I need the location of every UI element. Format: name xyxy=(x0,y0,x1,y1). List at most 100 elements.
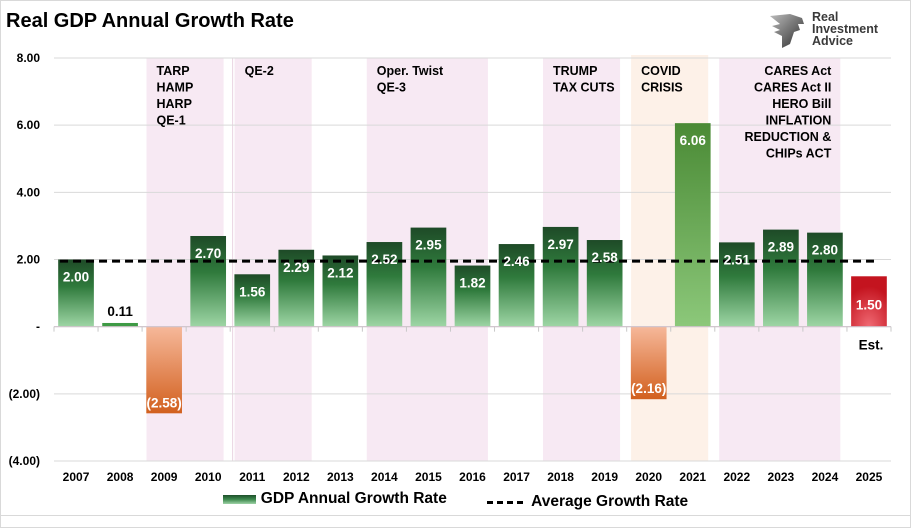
band-label: TAX CUTS xyxy=(553,81,615,95)
x-tick-label: 2012 xyxy=(283,470,310,484)
legend-item-gdp: GDP Annual Growth Rate xyxy=(222,490,447,508)
band-label: QE-1 xyxy=(157,114,186,128)
x-tick-label: 2016 xyxy=(459,470,486,484)
bar-2017 xyxy=(498,244,535,327)
bar-2019 xyxy=(586,240,623,327)
data-label: 2.51 xyxy=(724,252,751,267)
data-label: (2.58) xyxy=(146,395,181,410)
bar-2008 xyxy=(102,322,138,327)
bar-2016 xyxy=(454,265,491,327)
bar-2015 xyxy=(410,227,447,327)
band-label: CARES Act II xyxy=(754,81,831,95)
x-tick-label: 2021 xyxy=(679,470,706,484)
data-label: 2.52 xyxy=(371,252,397,267)
band-label: HARP xyxy=(157,97,192,111)
band-label: HERO Bill xyxy=(772,97,831,111)
band-label: CHIPs ACT xyxy=(766,147,832,161)
data-label: 2.12 xyxy=(327,265,353,280)
x-tick-label: 2013 xyxy=(327,470,354,484)
bar-2014 xyxy=(366,242,403,327)
x-tick-label: 2018 xyxy=(547,470,574,484)
x-tick-label: 2008 xyxy=(107,470,134,484)
data-label: 2.29 xyxy=(283,260,309,275)
bottom-divider xyxy=(0,515,911,516)
x-tick-label: 2025 xyxy=(856,470,883,484)
estimate-annotation: Est. xyxy=(859,338,884,353)
data-label: 2.97 xyxy=(547,237,573,252)
legend-swatch-bar xyxy=(222,494,256,504)
logo-line-2: Investment xyxy=(812,22,878,36)
y-tick-label: 6.00 xyxy=(17,118,41,132)
x-tick-label: 2011 xyxy=(239,470,265,484)
bar-2013 xyxy=(322,255,359,327)
bar-2024 xyxy=(807,232,843,327)
data-label: 2.70 xyxy=(195,246,221,261)
logo-line-3: Advice xyxy=(812,34,853,48)
x-tick-label: 2020 xyxy=(635,470,662,484)
bar-2023 xyxy=(763,229,799,327)
band-label: INFLATION xyxy=(766,114,832,128)
logo-line-1: Real xyxy=(812,10,839,24)
data-label: 6.06 xyxy=(680,133,707,148)
data-labels: 2.00 0.11 (2.58) 2.70 1.56 2.29 2.12 2.52 2.95 1.… xyxy=(63,133,883,410)
x-tick-label: 2014 xyxy=(371,470,398,484)
bar-2018 xyxy=(542,226,579,327)
data-label: 2.00 xyxy=(63,270,89,285)
legend: GDP Annual Growth Rate Average Growth Ra… xyxy=(0,490,911,511)
data-label: 1.50 xyxy=(856,297,882,312)
bar-2009 xyxy=(146,326,182,414)
x-tick-label: 2017 xyxy=(503,470,530,484)
x-tick-label: 2007 xyxy=(63,470,90,484)
data-label: 2.95 xyxy=(415,238,442,253)
legend-swatch-dash xyxy=(487,500,524,504)
x-tick-label: 2015 xyxy=(415,470,442,484)
bar-2022 xyxy=(718,242,755,327)
bar-2025 xyxy=(851,276,887,327)
band-label: QE-2 xyxy=(245,64,274,78)
x-tick-label: 2009 xyxy=(151,470,178,484)
band-label: QE-3 xyxy=(377,81,406,95)
x-tick-label: 2022 xyxy=(723,470,750,484)
bars xyxy=(58,123,887,414)
gdp-bar-chart: 2.00 0.11 (2.58) 2.70 1.56 2.29 2.12 2.52 2.95 1.… xyxy=(9,51,892,484)
bar-2011 xyxy=(234,274,271,327)
real-investment-advice-logo: Real Investment Advice xyxy=(768,10,908,50)
chart-title: Real GDP Annual Growth Rate xyxy=(6,10,294,32)
legend-item-average: Average Growth Rate xyxy=(487,493,688,511)
y-tick-label: 4.00 xyxy=(17,185,41,199)
data-label: 1.82 xyxy=(459,276,485,291)
data-label: (2.16) xyxy=(631,381,666,396)
y-tick-label: 2.00 xyxy=(17,253,41,267)
bar-2007 xyxy=(58,259,94,327)
legend-label-average: Average Growth Rate xyxy=(531,493,689,510)
data-label: 2.80 xyxy=(812,243,838,258)
y-tick-label: (2.00) xyxy=(9,387,40,401)
axes: 8.00 6.00 4.00 2.00 - (2.00) (4.00) 2007 2008 200… xyxy=(9,51,892,484)
band-label: COVID xyxy=(641,64,681,78)
band-label: TARP xyxy=(157,64,190,78)
bar-2020 xyxy=(630,326,667,400)
x-tick-label: 2023 xyxy=(768,470,795,484)
data-label: 2.58 xyxy=(592,250,619,265)
y-tick-label: - xyxy=(36,320,40,334)
data-label: 1.56 xyxy=(239,284,266,299)
data-label: 2.46 xyxy=(503,254,530,269)
band-annotations: TARP HAMP HARP QE-1 QE-2 Oper. Twist QE-3 TRUMP… xyxy=(157,64,833,161)
band-label: CRISIS xyxy=(641,81,683,95)
y-tick-label: (4.00) xyxy=(9,454,40,468)
band-label: TRUMP xyxy=(553,64,597,78)
data-label: 0.11 xyxy=(107,304,133,319)
x-tick-label: 2024 xyxy=(812,470,839,484)
band-label: CARES Act xyxy=(764,64,832,78)
band-label: HAMP xyxy=(157,81,194,95)
x-tick-label: 2010 xyxy=(195,470,222,484)
data-label: 2.89 xyxy=(768,240,794,255)
band-label: REDUCTION & xyxy=(745,130,832,144)
legend-label-gdp: GDP Annual Growth Rate xyxy=(260,490,447,507)
y-tick-label: 8.00 xyxy=(17,51,41,65)
band-label: Oper. Twist xyxy=(377,64,444,78)
bar-2010 xyxy=(190,235,227,327)
x-tick-label: 2019 xyxy=(591,470,618,484)
bar-2021 xyxy=(674,123,711,327)
eagle-icon xyxy=(770,14,804,48)
